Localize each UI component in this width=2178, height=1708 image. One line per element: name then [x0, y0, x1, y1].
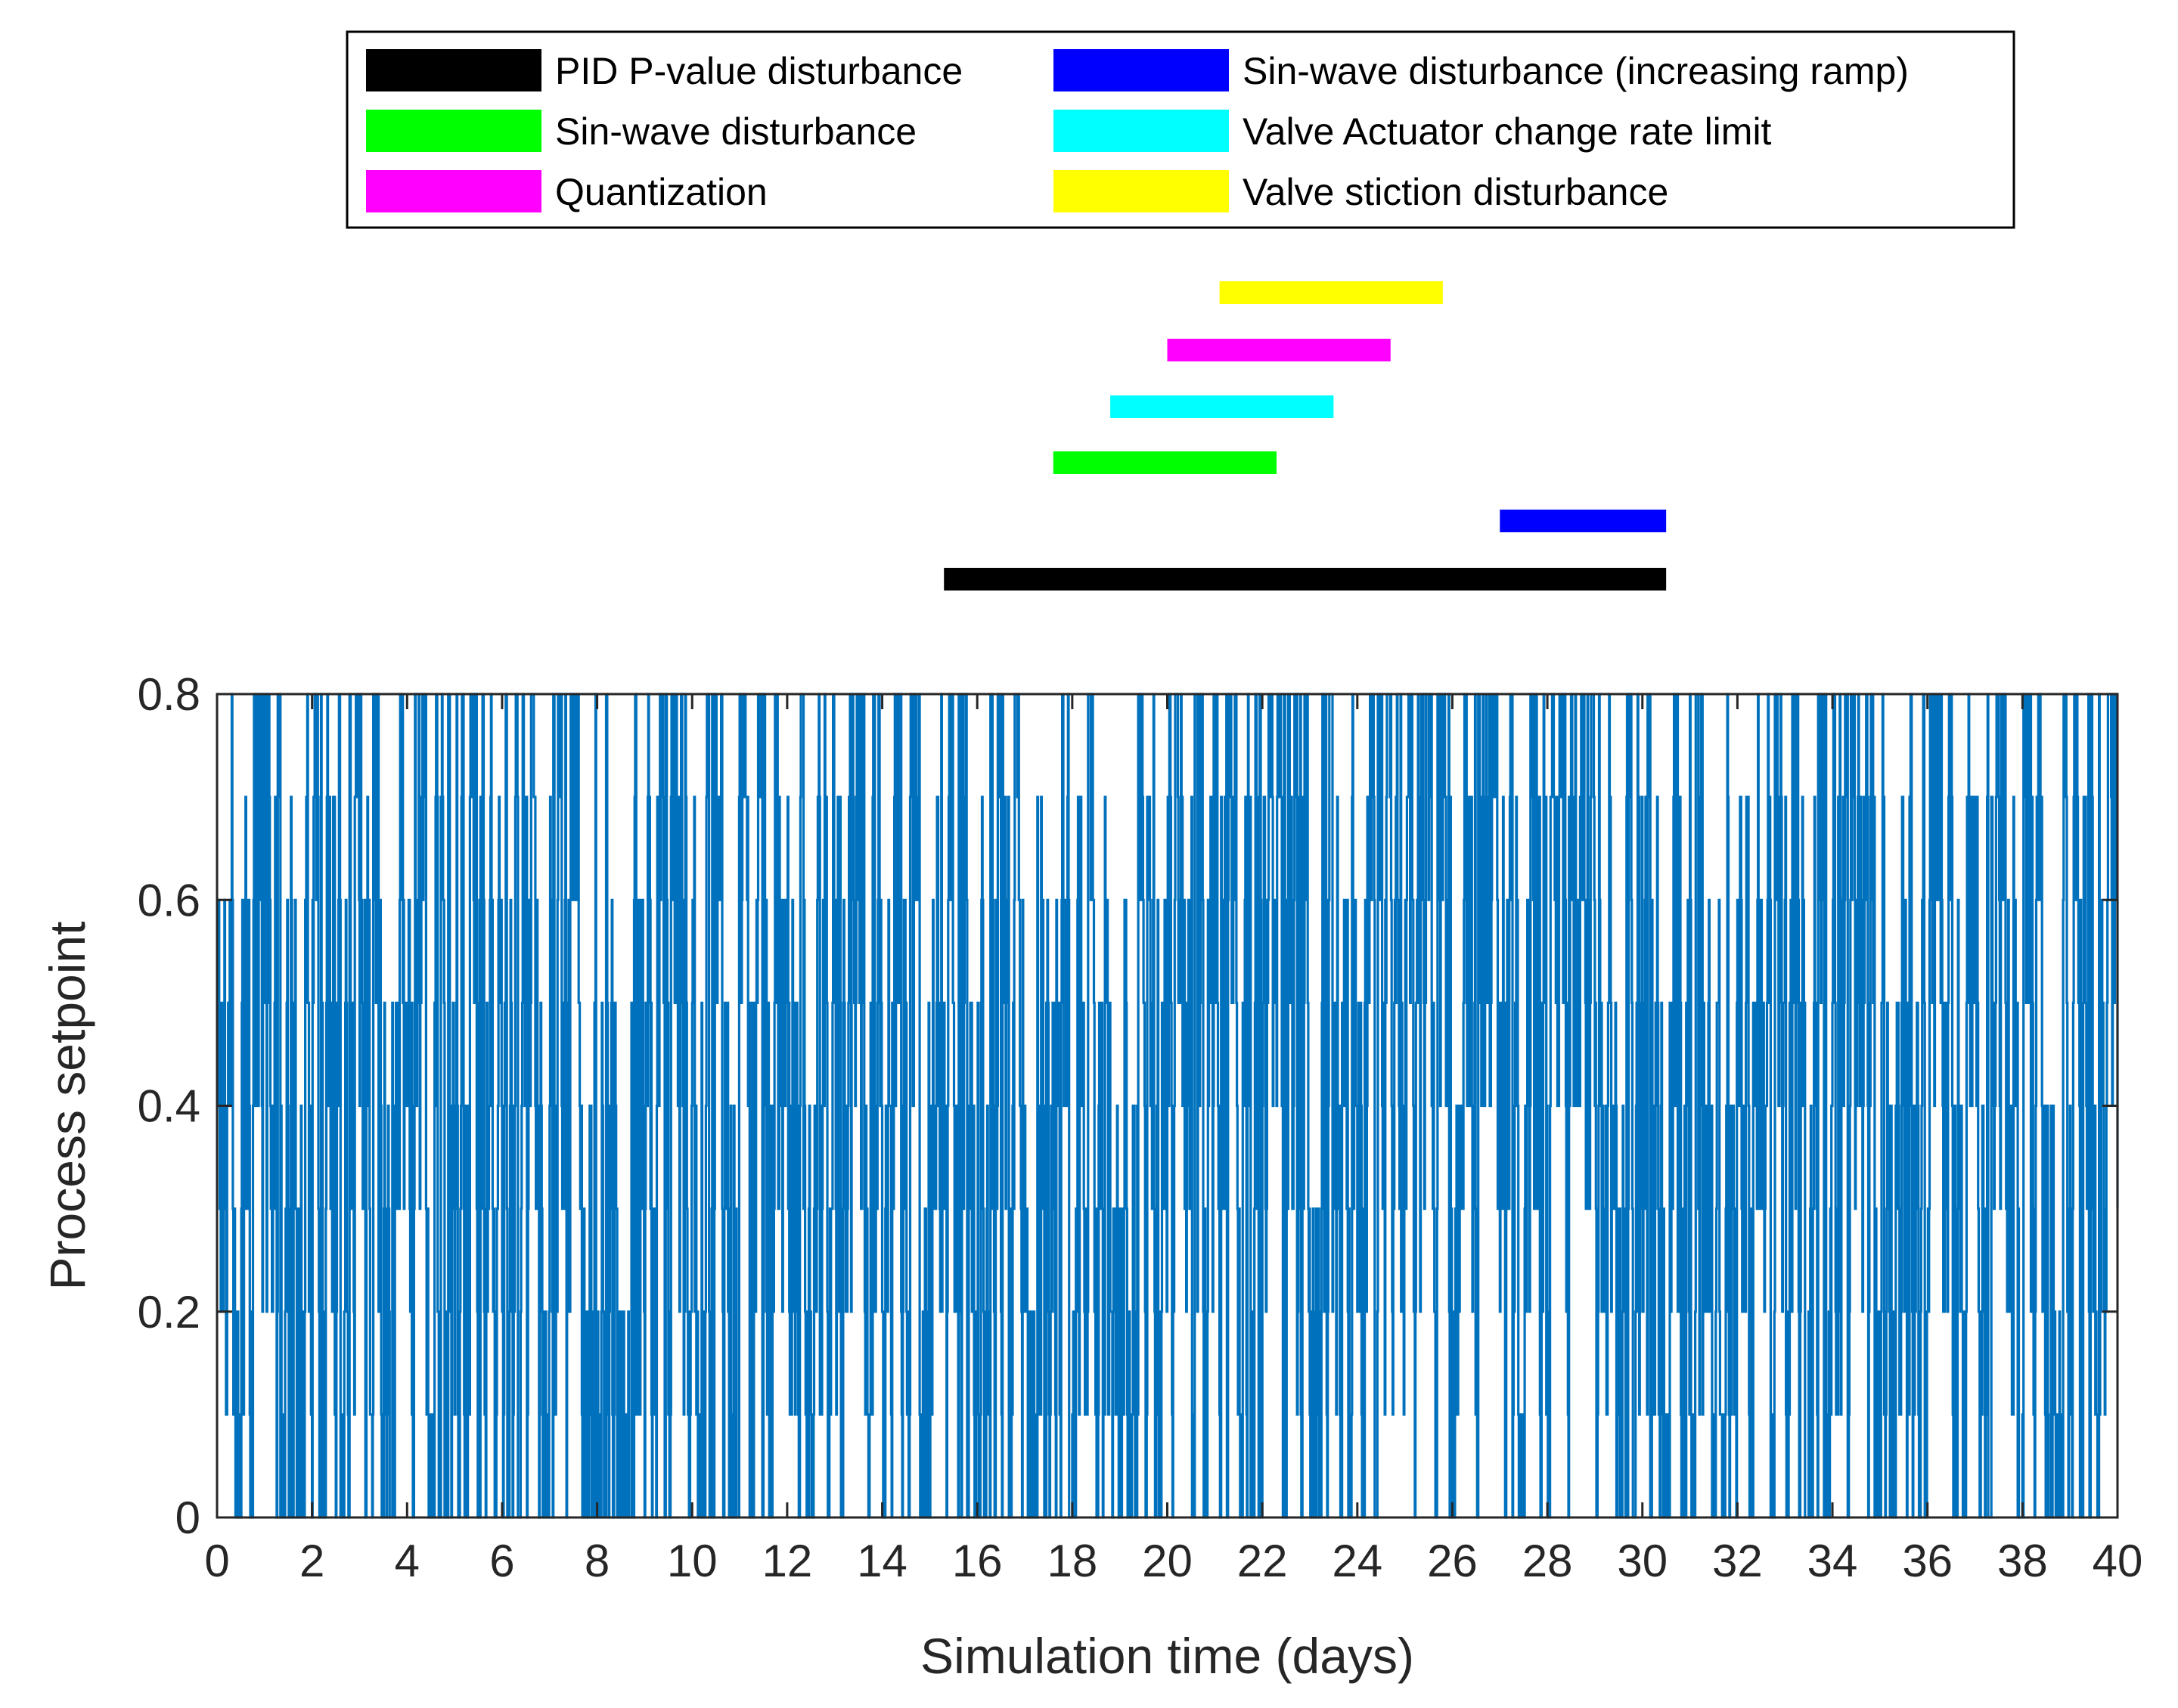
legend-label: Sin-wave disturbance (increasing ramp) — [1243, 50, 1909, 92]
x-tick-label: 30 — [1617, 1536, 1668, 1586]
legend-label: PID P-value disturbance — [555, 50, 963, 92]
legend-label: Quantization — [555, 171, 768, 213]
legend-swatch — [1053, 49, 1229, 91]
legend-swatch — [366, 49, 541, 91]
x-tick-label: 12 — [762, 1536, 813, 1586]
x-tick-label: 20 — [1142, 1536, 1193, 1586]
x-tick-label: 32 — [1712, 1536, 1763, 1586]
x-tick-label: 40 — [2093, 1536, 2143, 1586]
disturbance-bar — [1500, 510, 1667, 532]
legend-swatch — [1053, 110, 1229, 152]
legend-swatch — [1053, 170, 1229, 212]
x-tick-label: 24 — [1332, 1536, 1382, 1586]
disturbance-bar — [944, 568, 1667, 591]
disturbance-bar — [1219, 281, 1443, 304]
y-tick-label: 0.4 — [138, 1081, 200, 1132]
legend-label: Sin-wave disturbance — [555, 110, 917, 153]
disturbance-layer — [944, 281, 1667, 591]
disturbance-bar — [1167, 339, 1391, 361]
x-tick-label: 6 — [489, 1536, 514, 1586]
x-tick-label: 0 — [204, 1536, 229, 1586]
y-tick-label: 0 — [175, 1493, 200, 1543]
legend-label: Valve Actuator change rate limit — [1243, 110, 1772, 153]
x-tick-label: 10 — [667, 1536, 718, 1586]
axes-layer: 0 2 4 6 8 10 12 14 16 18 20 22 24 26 28 30 32 34 36 38 4000.… — [39, 669, 2142, 1684]
x-tick-label: 36 — [1902, 1536, 1953, 1586]
y-tick-label: 0.2 — [138, 1287, 200, 1338]
x-tick-label: 34 — [1807, 1536, 1858, 1586]
legend-swatch — [366, 170, 541, 212]
disturbance-bar — [1053, 451, 1277, 474]
signal-layer — [216, 693, 2119, 1519]
x-tick-label: 38 — [1997, 1536, 2048, 1586]
x-tick-label: 8 — [585, 1536, 610, 1586]
x-axis-title: Simulation time (days) — [920, 1628, 1414, 1684]
x-tick-label: 4 — [395, 1536, 420, 1586]
x-tick-label: 22 — [1237, 1536, 1288, 1586]
y-axis-title: Process setpoint — [39, 922, 95, 1291]
x-tick-label: 26 — [1427, 1536, 1478, 1586]
x-tick-label: 28 — [1522, 1536, 1573, 1586]
x-tick-label: 14 — [857, 1536, 908, 1586]
series-line — [216, 693, 2119, 1519]
legend: PID P-value disturbance Sin-wave disturba… — [346, 30, 2015, 229]
disturbance-bar — [1110, 395, 1334, 418]
legend-swatch — [366, 110, 541, 152]
y-tick-label: 0.8 — [138, 669, 200, 720]
legend-label: Valve stiction disturbance — [1243, 171, 1668, 213]
x-tick-label: 2 — [299, 1536, 324, 1586]
y-tick-label: 0.6 — [138, 875, 200, 925]
x-tick-label: 18 — [1047, 1536, 1097, 1586]
x-tick-label: 16 — [952, 1536, 1003, 1586]
